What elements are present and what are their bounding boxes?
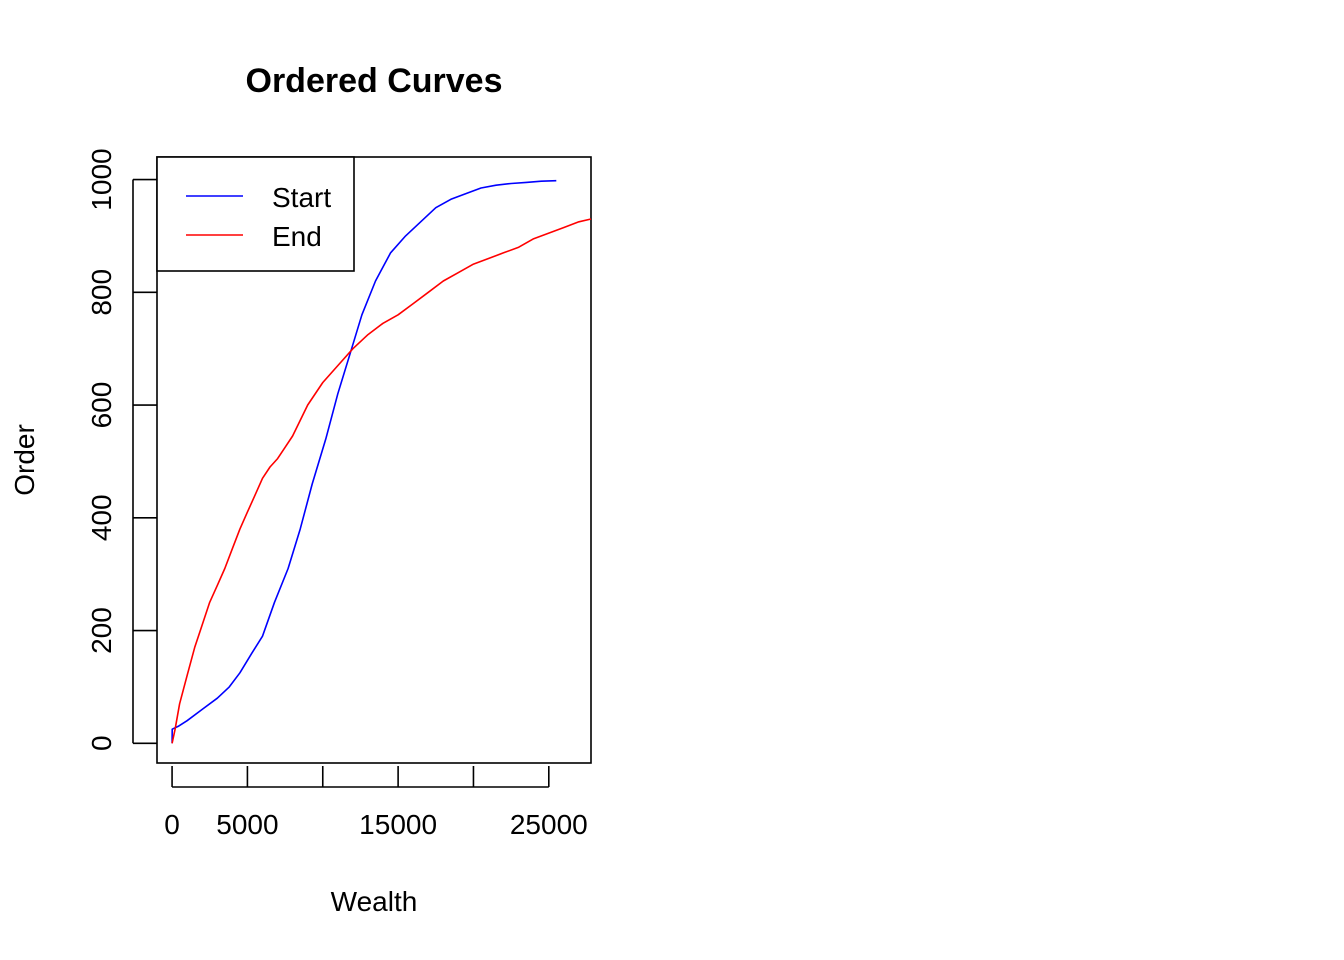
x-tick-label: 25000 bbox=[510, 809, 588, 840]
y-axis-label: Order bbox=[9, 424, 40, 496]
y-tick-label: 800 bbox=[86, 269, 117, 316]
legend-label-end: End bbox=[272, 221, 322, 252]
series-layer bbox=[171, 179, 592, 744]
y-axis: 0 200 400 600 800 1000 bbox=[86, 148, 157, 751]
legend-box bbox=[156, 156, 355, 272]
y-tick-label: 600 bbox=[86, 382, 117, 429]
legend-label-start: Start bbox=[272, 182, 331, 213]
y-tick-label: 400 bbox=[86, 494, 117, 541]
x-tick-label: 0 bbox=[164, 809, 180, 840]
plot-frame bbox=[156, 156, 592, 764]
y-tick-label: 200 bbox=[86, 607, 117, 654]
x-axis-label: Wealth bbox=[331, 886, 418, 917]
series-line-end bbox=[171, 218, 592, 744]
legend: Start End bbox=[156, 156, 355, 272]
series-line-start bbox=[171, 179, 557, 744]
x-axis: 0 5000 15000 25000 bbox=[164, 766, 588, 840]
x-tick-label: 15000 bbox=[359, 809, 437, 840]
x-tick-label: 5000 bbox=[216, 809, 278, 840]
chart-title: Ordered Curves bbox=[246, 62, 503, 100]
y-tick-label: 0 bbox=[86, 735, 117, 751]
y-tick-label: 1000 bbox=[86, 148, 117, 210]
